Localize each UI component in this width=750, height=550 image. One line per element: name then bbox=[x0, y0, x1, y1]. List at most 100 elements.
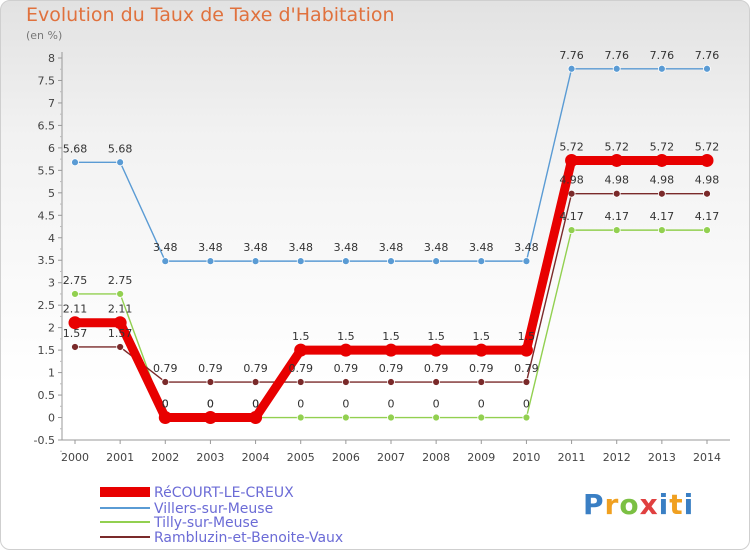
data-label: 5.68 bbox=[108, 142, 133, 155]
x-tick-label: 2004 bbox=[242, 451, 270, 464]
data-label: 0.79 bbox=[424, 362, 449, 375]
data-point bbox=[657, 226, 666, 235]
legend-swatch bbox=[100, 521, 150, 523]
y-tick-label: 2 bbox=[48, 322, 55, 335]
x-tick-label: 2008 bbox=[422, 451, 450, 464]
data-point bbox=[71, 158, 79, 167]
data-label: 7.76 bbox=[604, 49, 629, 62]
data-point bbox=[116, 158, 125, 167]
y-tick-label: -0.5 bbox=[34, 434, 55, 447]
x-tick-label: 2002 bbox=[151, 451, 179, 464]
y-tick-label: 0.5 bbox=[38, 389, 56, 402]
data-point bbox=[565, 153, 579, 167]
data-point bbox=[477, 378, 486, 386]
data-point bbox=[519, 343, 533, 357]
data-point bbox=[432, 257, 441, 266]
data-point bbox=[71, 343, 79, 351]
data-label: 2.11 bbox=[63, 303, 88, 316]
y-tick-label: 1.5 bbox=[38, 344, 56, 357]
data-label: 3.48 bbox=[153, 241, 178, 254]
chart-subtitle: (en %) bbox=[26, 29, 63, 42]
data-point bbox=[474, 343, 488, 357]
y-tick-label: 2.5 bbox=[38, 299, 56, 312]
x-tick-label: 2009 bbox=[467, 451, 495, 464]
data-point bbox=[567, 226, 576, 235]
data-label: 2.75 bbox=[63, 274, 88, 287]
data-point bbox=[206, 257, 215, 266]
data-label: 0.79 bbox=[288, 362, 313, 375]
data-point bbox=[296, 257, 305, 266]
data-label: 1.5 bbox=[337, 330, 355, 343]
data-point bbox=[341, 378, 350, 386]
data-label: 0 bbox=[162, 398, 169, 411]
data-point bbox=[203, 411, 217, 425]
data-point bbox=[432, 413, 441, 422]
legend-swatch bbox=[100, 507, 150, 509]
data-label: 0.79 bbox=[379, 362, 404, 375]
proxiti-logo: Proxiti bbox=[583, 488, 695, 521]
x-tick-label: 2006 bbox=[332, 451, 360, 464]
data-point bbox=[387, 413, 395, 422]
data-point bbox=[249, 411, 263, 425]
data-label: 4.98 bbox=[604, 174, 629, 187]
data-point bbox=[116, 343, 125, 351]
data-label: 0 bbox=[388, 398, 395, 411]
legend-label: RéCOURT-LE-CREUX bbox=[154, 485, 294, 501]
data-label: 4.17 bbox=[695, 210, 720, 223]
data-label: 5.68 bbox=[63, 142, 88, 155]
data-point bbox=[567, 64, 576, 73]
data-point bbox=[296, 413, 305, 422]
data-point bbox=[703, 226, 711, 235]
data-point bbox=[612, 226, 621, 235]
x-tick-label: 2012 bbox=[603, 451, 631, 464]
data-label: 5.72 bbox=[604, 140, 629, 153]
data-point bbox=[429, 343, 443, 357]
data-point bbox=[522, 378, 531, 386]
data-label: 3.48 bbox=[469, 241, 494, 254]
data-label: 0.79 bbox=[153, 362, 178, 375]
data-label: 7.76 bbox=[695, 49, 720, 62]
data-point bbox=[387, 378, 395, 386]
data-point bbox=[432, 378, 441, 386]
data-point bbox=[113, 316, 127, 330]
y-tick-label: 4.5 bbox=[38, 209, 56, 222]
data-point bbox=[703, 189, 711, 198]
data-label: 3.48 bbox=[514, 241, 539, 254]
data-label: 0 bbox=[342, 398, 349, 411]
data-label: 4.17 bbox=[604, 210, 629, 223]
data-point bbox=[161, 257, 170, 266]
legend-swatch bbox=[100, 536, 150, 538]
data-point bbox=[477, 257, 486, 266]
x-tick-label: 2007 bbox=[377, 451, 405, 464]
data-label: 0 bbox=[252, 398, 259, 411]
data-label: 5.72 bbox=[695, 140, 720, 153]
data-point bbox=[158, 411, 172, 425]
data-label: 4.98 bbox=[559, 174, 584, 187]
data-label: 0 bbox=[207, 398, 214, 411]
y-tick-label: 3 bbox=[48, 277, 55, 290]
data-label: 3.48 bbox=[288, 241, 313, 254]
data-point bbox=[610, 153, 624, 167]
x-tick-label: 2001 bbox=[106, 451, 134, 464]
data-point bbox=[567, 189, 576, 198]
data-label: 3.48 bbox=[334, 241, 359, 254]
x-tick-label: 2014 bbox=[693, 451, 721, 464]
data-point bbox=[251, 257, 260, 266]
data-label: 7.76 bbox=[559, 49, 584, 62]
legend-label: Rambluzin-et-Benoite-Vaux bbox=[154, 530, 344, 546]
data-label: 4.98 bbox=[695, 174, 720, 187]
y-tick-label: 6 bbox=[48, 142, 55, 155]
data-label: 3.48 bbox=[379, 241, 404, 254]
data-label: 0.79 bbox=[198, 362, 223, 375]
data-label: 1.5 bbox=[292, 330, 310, 343]
data-label: 0 bbox=[433, 398, 440, 411]
data-point bbox=[657, 189, 666, 198]
data-label: 2.75 bbox=[108, 274, 133, 287]
data-label: 1.5 bbox=[518, 330, 536, 343]
y-tick-label: 7 bbox=[48, 97, 55, 110]
data-label: 0 bbox=[478, 398, 485, 411]
data-point bbox=[703, 64, 711, 73]
data-label: 0 bbox=[297, 398, 304, 411]
x-tick-label: 2013 bbox=[648, 451, 676, 464]
